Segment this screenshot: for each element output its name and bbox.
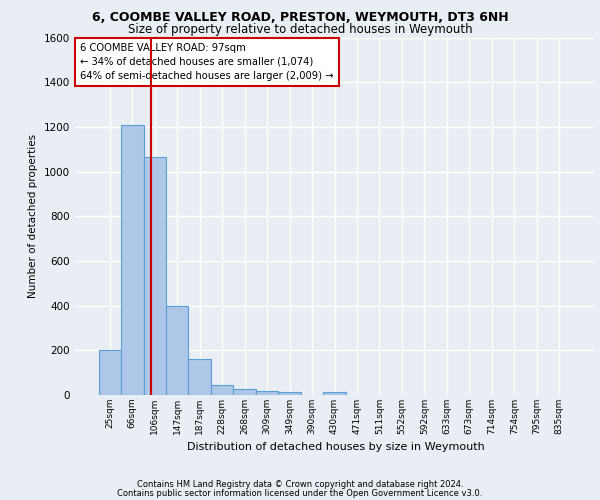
Text: Distribution of detached houses by size in Weymouth: Distribution of detached houses by size … <box>187 442 485 452</box>
Bar <box>143 157 166 395</box>
Bar <box>121 124 143 395</box>
Bar <box>211 385 233 395</box>
Bar <box>188 359 211 395</box>
Text: Contains HM Land Registry data © Crown copyright and database right 2024.: Contains HM Land Registry data © Crown c… <box>137 480 463 489</box>
Bar <box>256 390 278 395</box>
Bar <box>323 392 346 395</box>
Bar <box>166 306 188 395</box>
Text: 6, COOMBE VALLEY ROAD, PRESTON, WEYMOUTH, DT3 6NH: 6, COOMBE VALLEY ROAD, PRESTON, WEYMOUTH… <box>92 11 508 24</box>
Y-axis label: Number of detached properties: Number of detached properties <box>28 134 38 298</box>
Bar <box>98 350 121 395</box>
Text: Size of property relative to detached houses in Weymouth: Size of property relative to detached ho… <box>128 22 472 36</box>
Bar <box>233 390 256 395</box>
Text: 6 COOMBE VALLEY ROAD: 97sqm
← 34% of detached houses are smaller (1,074)
64% of : 6 COOMBE VALLEY ROAD: 97sqm ← 34% of det… <box>80 43 334 81</box>
Bar <box>278 392 301 395</box>
Text: Contains public sector information licensed under the Open Government Licence v3: Contains public sector information licen… <box>118 489 482 498</box>
